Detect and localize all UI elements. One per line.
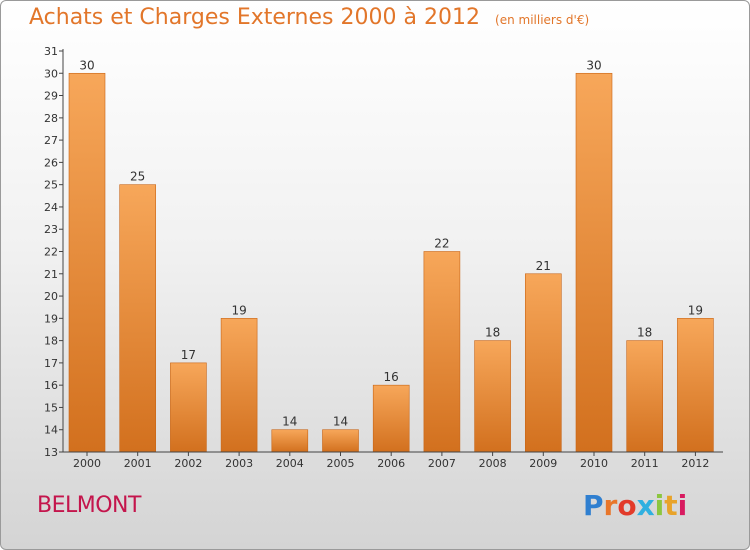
bar [474,340,511,453]
bar [119,184,156,453]
logo-letter: r [603,489,618,522]
bar-value-label: 14 [333,415,348,429]
y-tick-label: 24 [44,201,58,214]
bar-value-label: 16 [384,370,399,384]
y-axis: 13 14 15 16 17 18 19 20 21 22 23 24 25 26 27 28 29 30 31 [44,45,64,459]
title-row: Achats et Charges Externes 2000 à 2012 (… [29,5,589,30]
y-tick-label: 17 [44,357,58,370]
y-tick-label: 22 [44,246,58,259]
y-tick-label: 27 [44,134,58,147]
y-tick-label: 19 [44,312,58,325]
y-tick-label: 31 [44,45,58,58]
x-tick-label: 2012 [681,457,709,470]
y-tick-label: 21 [44,268,58,281]
bar [626,340,664,453]
bar [575,72,613,453]
y-tick-label: 28 [44,112,58,125]
bar [372,384,410,453]
chart-unit: (en milliers d'€) [495,13,590,27]
x-tick-label: 2006 [377,457,405,470]
bar-value-label: 22 [434,237,449,251]
bar [423,251,461,453]
bar [322,429,359,453]
chart-title: Achats et Charges Externes 2000 à 2012 [29,5,480,30]
bar-value-label: 19 [688,303,703,317]
x-tick-label: 2002 [174,457,202,470]
logo-letter: o [617,489,637,522]
bar-value-label: 14 [282,415,297,429]
y-tick-label: 26 [44,156,58,169]
y-tick-label: 15 [44,401,58,414]
y-tick-label: 29 [44,90,58,103]
proxiti-logo: Proxiti [583,489,687,522]
bar [170,362,207,453]
bar-value-label: 25 [130,170,145,184]
y-tick-label: 20 [44,290,58,303]
y-tick-label: 30 [44,67,58,80]
y-tick-label: 23 [44,223,58,236]
y-tick-label: 18 [44,335,58,348]
y-tick-label: 13 [44,446,58,459]
bar-value-label: 30 [79,58,94,72]
logo-letter: t [664,489,678,522]
x-tick-label: 2007 [428,457,456,470]
commune-name: BELMONT [37,493,141,518]
bar [220,318,258,453]
bar [524,273,562,453]
x-tick-label: 2001 [124,457,152,470]
bars: 30 25 17 19 14 14 16 22 18 21 30 18 19 [68,58,714,453]
y-tick-label: 25 [44,179,58,192]
bar [68,72,106,453]
bar-value-label: 18 [637,326,652,340]
bar [677,318,714,453]
x-tick-label: 2009 [529,457,557,470]
bar-value-label: 30 [586,58,601,72]
x-tick-label: 2000 [73,457,101,470]
x-tick-label: 2011 [631,457,659,470]
bar-value-label: 17 [181,348,196,362]
x-tick-label: 2003 [225,457,253,470]
x-axis: 2000 2001 2002 2003 2004 2005 2006 2007 2008 2009… [63,451,723,470]
x-tick-label: 2010 [580,457,608,470]
x-tick-label: 2004 [276,457,304,470]
bar-value-label: 21 [536,259,551,273]
bar-value-label: 19 [231,303,246,317]
y-tick-label: 16 [44,379,58,392]
y-tick-label: 14 [44,424,58,437]
bar-value-label: 18 [485,326,500,340]
logo-letter: i [677,489,688,522]
logo-letter: P [583,489,604,522]
logo-letter: x [636,489,655,522]
x-tick-label: 2008 [479,457,507,470]
logo-letter: i [654,489,665,522]
bar [271,429,309,453]
x-tick-label: 2005 [327,457,355,470]
